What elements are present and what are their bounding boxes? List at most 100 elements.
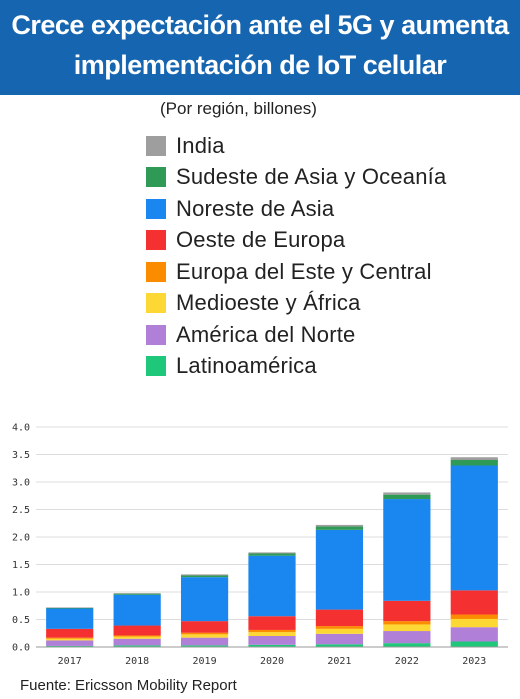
legend-label: Oeste de Europa: [176, 227, 346, 253]
bar-segment: [315, 628, 364, 634]
bar-segment: [315, 526, 364, 530]
bar-segment: [450, 618, 498, 628]
y-tick-label: 4.0: [12, 423, 30, 434]
bar-segment: [450, 457, 498, 460]
bar-segment: [248, 629, 296, 633]
bar-segment: [383, 643, 431, 647]
bar-segment: [450, 641, 498, 647]
legend-item: América del Norte: [146, 319, 446, 351]
bar-segment: [248, 632, 296, 636]
x-tick-label: 2020: [260, 656, 284, 667]
legend-item: Oeste de Europa: [146, 225, 446, 257]
x-tick-label: 2019: [193, 656, 217, 667]
bar-segment: [383, 631, 431, 644]
legend-item: Latinoamérica: [146, 351, 446, 383]
x-tick-label: 2021: [327, 656, 351, 667]
bar-segment: [113, 593, 161, 595]
y-tick-label: 1.5: [12, 560, 30, 571]
bar-segment: [46, 628, 94, 638]
bar-segment: [315, 529, 364, 610]
bar-segment: [450, 465, 498, 591]
bar-segment: [315, 524, 364, 527]
bar-segment: [113, 636, 161, 639]
bar-segment: [383, 499, 431, 601]
bar-segment: [46, 607, 94, 609]
bar-segment: [113, 625, 161, 636]
bar-segment: [46, 607, 94, 608]
bar-segment: [113, 645, 161, 647]
legend-swatch: [146, 198, 166, 219]
bar-segment: [315, 644, 364, 647]
bar-segment: [450, 460, 498, 466]
legend-label: Sudeste de Asia y Oceanía: [176, 164, 447, 190]
bar-segment: [248, 616, 296, 630]
bar-segment: [113, 638, 161, 646]
bar-segment: [248, 553, 296, 556]
bar-segment: [248, 555, 296, 617]
legend-label: Latinoamérica: [176, 353, 317, 379]
bar-segment: [315, 626, 364, 629]
y-tick-label: 1.0: [12, 588, 30, 599]
chart-subtitle: (Por región, billones): [160, 99, 317, 118]
y-tick-label: 2.0: [12, 533, 30, 544]
legend-swatch: [146, 167, 166, 188]
legend-item: Sudeste de Asia y Oceanía: [146, 162, 446, 194]
bar-segment: [383, 600, 431, 622]
legend-item: Medioeste y África: [146, 288, 446, 320]
title-line-2: implementación de IoT celular: [73, 50, 447, 80]
bar-segment: [46, 638, 94, 641]
bar-segment: [180, 575, 229, 578]
bar-segment: [46, 640, 94, 646]
legend-swatch: [146, 230, 166, 251]
chart-legend: India Sudeste de Asia y Oceanía Noreste de…: [146, 130, 446, 382]
x-tick-label: 2018: [125, 656, 149, 667]
y-tick-label: 0.5: [12, 615, 30, 626]
legend-label: India: [176, 132, 225, 158]
bar-segment: [180, 632, 229, 635]
bar-segment: [113, 635, 161, 637]
stacked-bar-chart: 0.0 0.5 1.0 1.5 2.0 2.5 3.0 3.5 4.0 2017 2018 2019 2…: [12, 423, 508, 667]
legend-swatch: [146, 293, 166, 314]
bar-segment: [180, 645, 229, 647]
y-tick-label: 3.0: [12, 478, 30, 489]
bar-segment: [180, 574, 229, 576]
bar-segment: [383, 492, 431, 495]
bar-segment: [450, 614, 498, 619]
legend-label: Medioeste y África: [176, 290, 361, 316]
legend-item: Europa del Este y Central: [146, 256, 446, 288]
legend-swatch: [146, 261, 166, 282]
bar-segment: [248, 636, 296, 645]
bar-segment: [46, 637, 94, 639]
bar-segment: [180, 577, 229, 622]
x-tick-label: 2023: [462, 656, 486, 667]
bar-segment: [180, 634, 229, 638]
bar-segment: [315, 633, 364, 645]
bar-segment: [383, 624, 431, 632]
bar-segment: [113, 594, 161, 626]
title-line-1: Crece expectación ante el 5G y aumenta: [11, 10, 509, 40]
x-tick-label: 2022: [395, 656, 419, 667]
legend-label: Europa del Este y Central: [176, 258, 432, 284]
legend-label: Noreste de Asia: [176, 195, 335, 221]
bar-segment: [383, 494, 431, 500]
source-note: Fuente: Ericsson Mobility Report: [20, 677, 237, 694]
bar-segment: [180, 637, 229, 646]
bar-segment: [450, 627, 498, 642]
legend-label: América del Norte: [176, 321, 356, 347]
bar-segment: [450, 590, 498, 615]
bar-segment: [315, 609, 364, 627]
title-banner: Crece expectación ante el 5G y aumenta i…: [0, 0, 520, 95]
legend-swatch: [146, 356, 166, 377]
bar-segment: [180, 621, 229, 633]
y-tick-label: 2.5: [12, 505, 30, 516]
legend-item: Noreste de Asia: [146, 193, 446, 225]
x-tick-label: 2017: [58, 656, 82, 667]
legend-swatch: [146, 324, 166, 345]
bar-segment: [46, 608, 94, 629]
legend-item: India: [146, 130, 446, 162]
bar-segment: [383, 621, 431, 625]
y-tick-label: 3.5: [12, 450, 30, 461]
bar-segment: [113, 593, 161, 594]
bar-segment: [248, 552, 296, 554]
y-tick-label: 0.0: [12, 643, 30, 654]
